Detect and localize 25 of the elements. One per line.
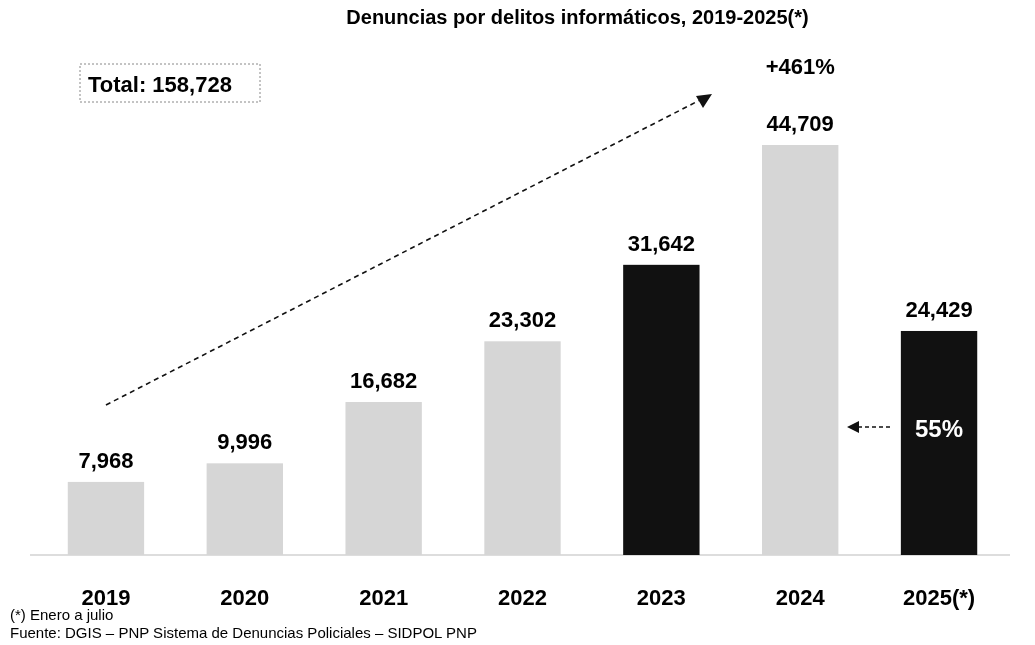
bar — [67, 481, 145, 555]
x-tick-label: 2025(*) — [902, 585, 976, 610]
x-tick-label: 2023 — [636, 585, 686, 610]
bar — [206, 463, 283, 555]
bar — [345, 402, 422, 555]
chart-title: Denuncias por delitos informáticos, 2019-2025(*) — [346, 6, 809, 28]
data-label: 7,968 — [78, 447, 134, 473]
x-tick-label: 2024 — [775, 585, 826, 610]
data-label: 24,429 — [905, 296, 973, 322]
bar — [900, 330, 978, 555]
data-label: 23,302 — [488, 307, 557, 333]
text: +461% — [765, 54, 835, 79]
data-label: 16,682 — [350, 368, 418, 394]
bar — [623, 264, 700, 555]
x-tick-label: 2021 — [359, 585, 409, 610]
x-tick-label: 2022 — [498, 585, 547, 610]
bar — [484, 341, 561, 555]
bar — [762, 145, 839, 555]
annotation: 55% — [915, 415, 964, 442]
text: Total: 158,728 — [88, 72, 232, 97]
data-label: 44,709 — [766, 111, 834, 136]
data-label: 31,642 — [627, 230, 695, 256]
source-note: Fuente: DGIS – PNP Sistema de Denuncias Policiales – SIDPOL PNP — [10, 624, 477, 641]
x-tick-label: 2020 — [220, 585, 270, 610]
data-label: 9,996 — [217, 429, 273, 455]
